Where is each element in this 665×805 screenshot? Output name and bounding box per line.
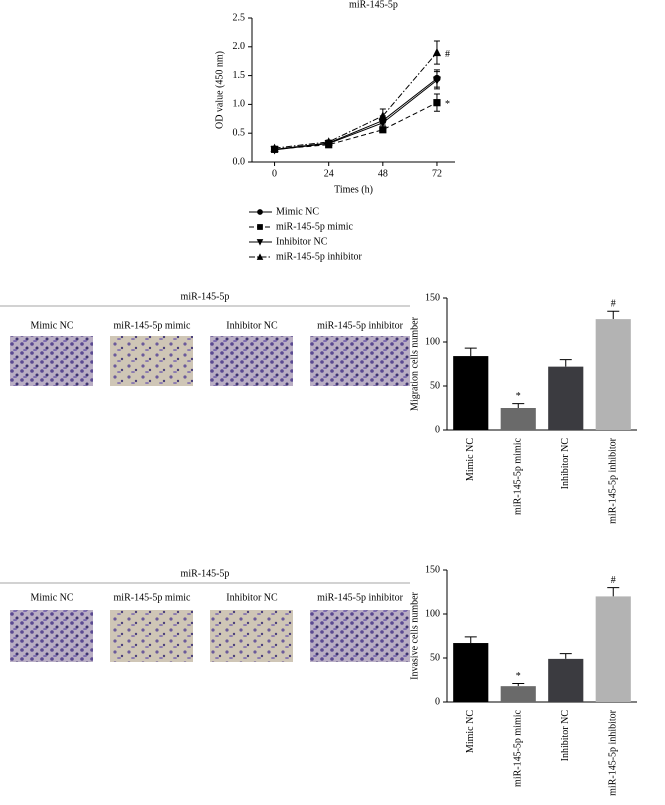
bar: [548, 366, 584, 430]
x-tick-label: Inhibitor NC: [560, 438, 571, 490]
panel-label: Mimic NC: [30, 592, 73, 603]
panel-label: miR-145-5p mimic: [114, 320, 192, 331]
y-tick-label: 1.0: [233, 99, 246, 110]
x-tick-label: miR-145-5p mimic: [513, 709, 524, 787]
y-axis-label: OD value (450 nm): [214, 51, 225, 129]
marker: [270, 143, 279, 152]
marker: [257, 224, 263, 230]
marker: [324, 137, 333, 146]
panel-label: miR-145-5p mimic: [114, 592, 192, 603]
annotation: #: [611, 575, 616, 586]
micrograph: [210, 610, 293, 662]
marker: [256, 239, 264, 246]
legend-label: miR-145-5p inhibitor: [276, 251, 363, 262]
error-bar: [607, 587, 620, 597]
bar: [453, 356, 489, 430]
y-tick-label: 0.0: [233, 156, 246, 167]
series-line: [274, 102, 438, 150]
panel-title: miR-145-5p: [181, 291, 230, 302]
annotation: *: [516, 671, 521, 682]
marker: [378, 111, 387, 120]
invasion-panel: miR-145-5p Mimic NC miR-145-5p mimic Inh…: [0, 568, 410, 662]
error-bar: [464, 347, 477, 357]
error-bar: [559, 359, 572, 367]
y-tick-label: 50: [430, 380, 440, 391]
x-tick-label: Inhibitor NC: [560, 710, 571, 762]
panel-label: Mimic NC: [30, 320, 73, 331]
y-tick-label: 100: [425, 336, 440, 347]
micrograph: [110, 336, 193, 386]
micrograph: [110, 610, 193, 662]
x-tick-label: Mimic NC: [465, 438, 476, 481]
panel-label: Inhibitor NC: [226, 320, 278, 331]
marker: [433, 99, 441, 107]
y-tick-label: 2.5: [233, 12, 246, 23]
marker: [256, 253, 264, 260]
chart-title: miR-145-5p: [349, 0, 398, 10]
bar: [548, 658, 584, 702]
y-tick-label: 2.0: [233, 41, 246, 52]
annotation: *: [516, 391, 521, 402]
series-line: [274, 52, 438, 149]
legend-label: Inhibitor NC: [276, 236, 328, 247]
error-bar: [607, 310, 620, 320]
y-tick-label: 0: [435, 424, 440, 435]
y-axis-label: Invasive cells number: [409, 591, 420, 679]
marker: [257, 209, 263, 215]
series-line: [274, 78, 438, 150]
micrograph: [310, 336, 410, 386]
legend-label: miR-145-5p mimic: [276, 221, 354, 232]
panel-label: Inhibitor NC: [226, 592, 278, 603]
y-tick-label: 0: [435, 696, 440, 707]
bar: [453, 643, 489, 702]
marker: [379, 126, 387, 134]
micrograph: [210, 336, 293, 386]
x-axis-label: Times (h): [334, 184, 373, 195]
x-tick-label: 72: [432, 168, 442, 179]
x-tick-label: 24: [324, 168, 334, 179]
bar: [595, 319, 631, 430]
x-tick-label: miR-145-5p mimic: [513, 437, 524, 515]
y-tick-label: 1.5: [233, 70, 246, 81]
error-bar: [512, 683, 525, 687]
y-tick-label: 150: [425, 564, 440, 575]
annotation: *: [445, 99, 450, 110]
panel-title: miR-145-5p: [181, 568, 230, 579]
x-tick-label: 48: [378, 168, 388, 179]
marker: [432, 47, 442, 57]
panel-label: miR-145-5p inhibitor: [317, 592, 404, 603]
error-bar: [559, 653, 572, 659]
x-tick-label: miR-145-5p inhibitor: [608, 437, 619, 524]
error-bar: [512, 403, 525, 408]
x-tick-label: miR-145-5p inhibitor: [608, 709, 619, 796]
bar: [500, 686, 536, 702]
bar: [500, 408, 536, 430]
micrograph: [310, 610, 410, 662]
y-tick-label: 50: [430, 652, 440, 663]
micrograph: [10, 610, 93, 662]
y-axis-label: Migration cells number: [409, 316, 420, 411]
error-bar: [464, 636, 477, 644]
micrograph: [10, 336, 93, 386]
x-tick-label: Mimic NC: [465, 710, 476, 753]
marker: [432, 76, 442, 85]
series-line: [274, 79, 438, 151]
y-tick-label: 100: [425, 608, 440, 619]
annotation: #: [611, 298, 616, 309]
migration-panel: miR-145-5p Mimic NC miR-145-5p mimic Inh…: [0, 291, 410, 386]
x-tick-label: 0: [272, 168, 277, 179]
y-tick-label: 150: [425, 292, 440, 303]
legend-label: Mimic NC: [276, 206, 319, 217]
annotation: #: [445, 49, 450, 60]
y-tick-label: 0.5: [233, 127, 246, 138]
bar: [595, 596, 631, 702]
panel-label: miR-145-5p inhibitor: [317, 320, 404, 331]
